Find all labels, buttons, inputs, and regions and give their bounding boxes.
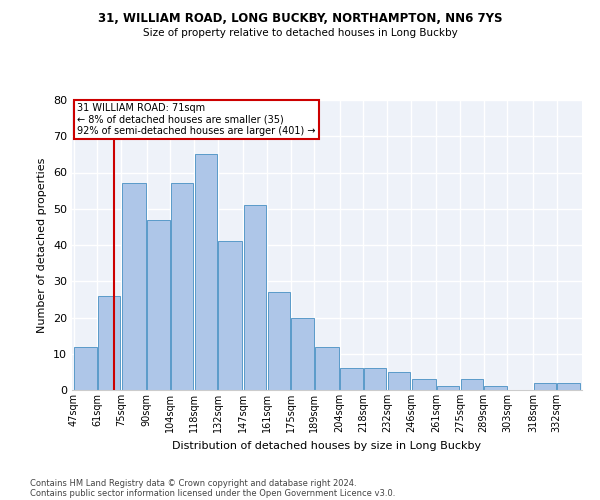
Bar [147,220,170,390]
X-axis label: Distribution of detached houses by size in Long Buckby: Distribution of detached houses by size … [172,440,482,450]
Text: Contains public sector information licensed under the Open Government Licence v3: Contains public sector information licen… [30,488,395,498]
Bar [533,383,556,390]
Text: 31 WILLIAM ROAD: 71sqm
← 8% of detached houses are smaller (35)
92% of semi-deta: 31 WILLIAM ROAD: 71sqm ← 8% of detached … [77,103,316,136]
Bar [291,318,314,390]
Bar [461,379,483,390]
Bar [437,386,460,390]
Bar [364,368,386,390]
Bar [98,296,121,390]
Y-axis label: Number of detached properties: Number of detached properties [37,158,47,332]
Text: Contains HM Land Registry data © Crown copyright and database right 2024.: Contains HM Land Registry data © Crown c… [30,478,356,488]
Bar [315,346,339,390]
Bar [484,386,507,390]
Bar [218,242,242,390]
Text: 31, WILLIAM ROAD, LONG BUCKBY, NORTHAMPTON, NN6 7YS: 31, WILLIAM ROAD, LONG BUCKBY, NORTHAMPT… [98,12,502,26]
Bar [268,292,290,390]
Bar [74,346,97,390]
Bar [340,368,363,390]
Bar [412,379,436,390]
Bar [171,184,193,390]
Bar [194,154,217,390]
Bar [244,205,266,390]
Bar [557,383,580,390]
Bar [388,372,410,390]
Bar [122,184,146,390]
Text: Size of property relative to detached houses in Long Buckby: Size of property relative to detached ho… [143,28,457,38]
